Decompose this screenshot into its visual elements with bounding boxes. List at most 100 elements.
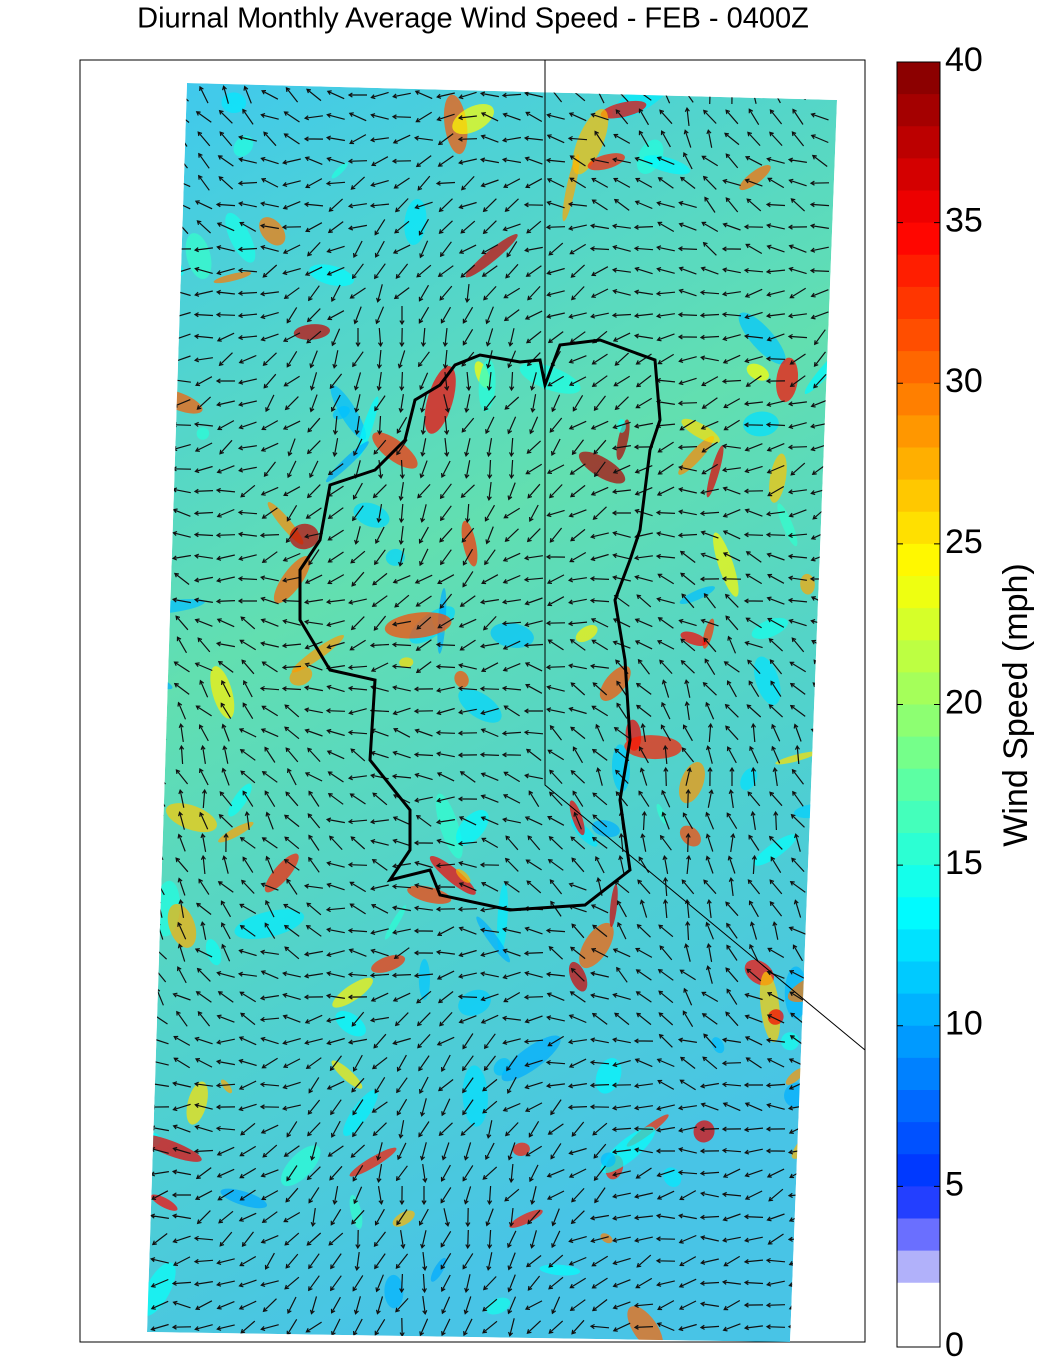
speed-patch [501,1035,561,1082]
speed-patch [225,212,256,263]
colorbar-level [897,319,940,352]
speed-patch [407,885,452,904]
speed-patch [371,954,406,973]
state-border [544,60,866,1051]
lake-outline [298,338,662,912]
colorbar-level [897,158,940,191]
speed-patch [575,625,598,643]
speed-patch [678,436,715,475]
colorbar-level [897,929,940,962]
speed-patch [485,1297,511,1315]
speed-patch [775,751,818,765]
speed-patch [228,783,252,817]
speed-patch [220,1079,233,1094]
colorbar-tick-label: 10 [945,1005,983,1043]
speed-patch [186,1081,208,1125]
speed-patch [600,1233,613,1244]
speed-patch [147,1262,176,1316]
colorbar-tick-label: 15 [945,844,983,882]
colorbar-tick-label: 25 [945,523,983,561]
colorbar-level [897,222,940,256]
speed-patch [233,135,254,157]
speed-patch [461,520,478,567]
speed-patch [785,1067,805,1085]
speed-patch [678,762,705,804]
colorbar-tick-label: 0 [945,1326,964,1362]
speed-patch [497,883,508,953]
colorbar-level [897,1250,940,1284]
speed-patch [579,922,614,969]
colorbar-level [897,479,940,513]
speed-patch [679,825,701,847]
colorbar-level [897,254,940,288]
colorbar-tick-label: 40 [945,41,983,79]
colorbar-level [897,1282,940,1316]
wind-field [147,83,837,1342]
colorbar [897,62,940,1348]
speed-patch [465,234,518,278]
speed-patch [781,1032,800,1051]
speed-patch [572,109,609,175]
speed-patch [458,688,502,723]
speed-patch [454,670,469,688]
speed-patch [293,324,331,340]
speed-patch [452,103,494,135]
speed-patch [711,1037,725,1054]
colorbar-level [897,1218,940,1252]
colorbar-level [897,286,940,320]
speed-patch [150,1194,178,1211]
speed-patch [424,366,456,434]
speed-patch [418,958,430,1000]
speed-patch [600,1152,616,1168]
speed-patch [332,977,373,1008]
speed-patch [742,411,779,437]
speed-patch [291,634,345,673]
colorbar-level [897,1154,940,1187]
colorbar-level [897,126,940,159]
colorbar-level [897,543,940,577]
speed-patch [462,1065,488,1127]
colorbar-level [897,1057,940,1091]
speed-patch [196,427,210,440]
speed-patch [234,909,305,940]
colorbar-level [897,736,940,770]
colorbar-level [897,1090,940,1123]
colorbar-level [897,415,940,448]
colorbar-level [897,800,940,834]
speed-patch [679,586,716,605]
speed-patch [280,1145,321,1187]
colorbar-tick-label: 5 [945,1165,964,1203]
speed-patch [609,884,618,928]
speed-patch [713,532,739,597]
speed-patch [681,418,720,444]
colorbar-tick-label: 30 [945,362,983,400]
speed-patch [331,1060,363,1089]
speed-patch [218,821,254,843]
speed-patch [430,1257,447,1282]
speed-patch [259,217,286,246]
speed-patch [384,905,407,940]
speed-patch [746,363,769,381]
speed-patch [399,657,414,668]
speed-patch [740,767,758,791]
speed-patch [289,523,319,550]
colorbar-level [897,608,940,641]
speed-patch [349,1194,363,1229]
colorbar-level [897,704,940,738]
speed-patch [213,271,252,284]
speed-patch [435,793,463,859]
speed-patch [656,803,667,824]
speed-patch [512,1142,530,1156]
speed-patch [349,1147,397,1177]
speed-patch [490,622,534,649]
colorbar-level [897,351,940,384]
speed-patch [356,396,379,459]
speed-patch [289,666,313,686]
colorbar-level [897,865,940,898]
speed-patch [205,939,222,966]
colorbar-level [897,1314,940,1348]
speed-patch [458,989,491,1016]
speed-patch [599,665,631,701]
